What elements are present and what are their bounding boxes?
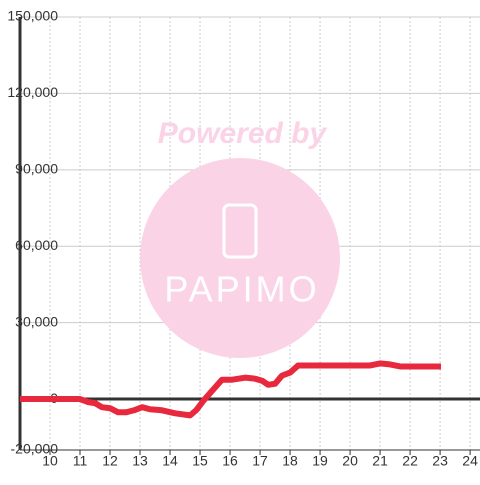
x-tick-label: 19 <box>312 453 328 469</box>
x-tick-label: 18 <box>282 453 298 469</box>
y-tick-label: 90,000 <box>15 161 58 177</box>
x-tick-label: 14 <box>162 453 178 469</box>
x-tick-label: 17 <box>252 453 268 469</box>
watermark-logo: PAPIMO <box>164 269 319 310</box>
x-tick-label: 21 <box>372 453 388 469</box>
x-tick-label: 22 <box>402 453 418 469</box>
x-tick-label: 24 <box>462 453 478 469</box>
x-tick-label: 23 <box>432 453 448 469</box>
y-tick-label: 120,000 <box>7 84 58 100</box>
x-tick-label: 10 <box>42 453 58 469</box>
x-tick-label: 11 <box>73 453 88 469</box>
watermark-text: Powered by <box>158 117 328 150</box>
x-tick-label: 12 <box>102 453 118 469</box>
watermark-icon <box>222 203 258 259</box>
x-tick-label: 15 <box>192 453 208 469</box>
x-tick-label: 16 <box>222 453 238 469</box>
y-tick-label: 60,000 <box>15 237 58 253</box>
x-tick-label: 20 <box>342 453 358 469</box>
y-tick-label: 150,000 <box>7 8 58 24</box>
y-tick-label: -20,000 <box>11 441 59 457</box>
line <box>20 360 441 419</box>
x-tick-label: 13 <box>132 453 148 469</box>
y-tick-label: 30,000 <box>15 313 58 329</box>
